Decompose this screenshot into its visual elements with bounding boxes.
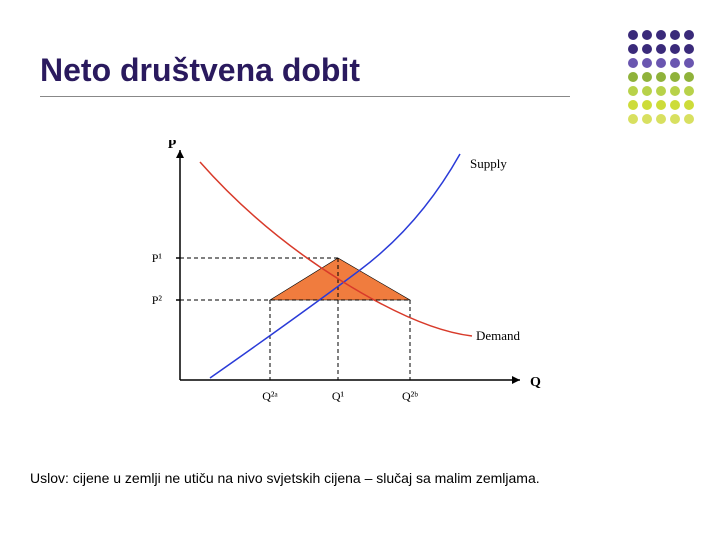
dot-icon: [656, 44, 666, 54]
dot-icon: [656, 114, 666, 124]
dot-icon: [670, 100, 680, 110]
dot-icon: [670, 44, 680, 54]
dot-icon: [642, 100, 652, 110]
dot-icon: [656, 72, 666, 82]
dot-icon: [628, 114, 638, 124]
label-q2b: Q²ᵇ: [402, 389, 418, 403]
dot-icon: [628, 58, 638, 68]
decorative-dots: [628, 30, 696, 126]
dot-icon: [684, 30, 694, 40]
label-q1: Q¹: [332, 389, 345, 403]
dot-icon: [628, 30, 638, 40]
dot-icon: [656, 30, 666, 40]
dot-icon: [670, 58, 680, 68]
label-q2a: Q²ᵃ: [262, 389, 278, 403]
dot-icon: [670, 72, 680, 82]
dot-icon: [628, 72, 638, 82]
label-p: P: [168, 140, 177, 152]
label-q: Q: [530, 375, 541, 390]
dot-icon: [656, 100, 666, 110]
supply-demand-chart: P Q Supply Demand P¹ P² Q²ᵃ Q¹ Q²ᵇ: [120, 140, 580, 420]
dot-icon: [656, 86, 666, 96]
dot-icon: [656, 58, 666, 68]
dot-icon: [670, 86, 680, 96]
dot-icon: [670, 114, 680, 124]
dot-icon: [642, 44, 652, 54]
footer-text: Uslov: cijene u zemlji ne utiču na nivo …: [30, 470, 540, 486]
dot-icon: [642, 86, 652, 96]
label-supply: Supply: [470, 156, 507, 171]
chart-svg: P Q Supply Demand P¹ P² Q²ᵃ Q¹ Q²ᵇ: [120, 140, 580, 420]
dot-icon: [684, 44, 694, 54]
dot-icon: [670, 30, 680, 40]
page-title: Neto društvena dobit: [40, 52, 360, 89]
label-demand: Demand: [476, 328, 521, 343]
dot-icon: [684, 86, 694, 96]
dot-icon: [684, 100, 694, 110]
dot-icon: [628, 86, 638, 96]
dot-icon: [642, 30, 652, 40]
title-underline: [40, 96, 570, 97]
dot-icon: [642, 114, 652, 124]
dot-icon: [642, 58, 652, 68]
dot-icon: [684, 72, 694, 82]
dot-icon: [642, 72, 652, 82]
label-p1: P¹: [152, 251, 163, 265]
dot-icon: [628, 100, 638, 110]
label-p2: P²: [152, 293, 163, 307]
dot-icon: [628, 44, 638, 54]
dot-icon: [684, 114, 694, 124]
dot-icon: [684, 58, 694, 68]
